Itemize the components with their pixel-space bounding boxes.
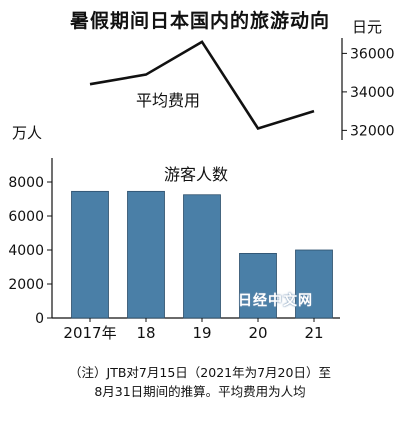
bar-series-label: 游客人数 — [164, 165, 228, 184]
bar-x-tick-label: 18 — [136, 324, 155, 342]
bar-x-tick-label: 2017年 — [63, 324, 116, 342]
bar-x-tick-label: 21 — [304, 324, 323, 342]
line-series-label: 平均费用 — [136, 91, 200, 110]
bar-y-tick-label: 2000 — [8, 277, 44, 293]
bar-2017年 — [71, 190, 109, 319]
bar-y-tick-label: 4000 — [8, 243, 44, 259]
footnote-line-2: 8月31日期间的推算。平均费用为人均 — [94, 384, 306, 399]
watermark: 日经中文网 — [238, 293, 313, 309]
line-unit-label: 日元 — [352, 18, 382, 36]
bar-x-tick-label: 19 — [192, 324, 211, 342]
footnote-line-1: （注）JTB对7月15日（2021年为7月20日）至 — [69, 365, 331, 380]
bar-18 — [127, 190, 165, 319]
bar-x-tick-label: 20 — [248, 324, 267, 342]
bar-y-tick-label: 0 — [35, 311, 44, 327]
bar-19 — [183, 194, 221, 319]
bar-y-tick-label: 8000 — [8, 175, 44, 191]
chart-title: 暑假期间日本国内的旅游动向 — [69, 10, 330, 32]
line-y-tick-label: 36000 — [350, 46, 395, 62]
bar-y-tick-label: 6000 — [8, 209, 44, 225]
bar-20 — [239, 252, 277, 319]
bar-unit-label: 万人 — [12, 124, 42, 142]
line-y-tick-label: 32000 — [350, 123, 395, 139]
bar-21 — [295, 249, 333, 319]
line-y-tick-label: 34000 — [350, 85, 395, 101]
line-series-average-cost — [89, 40, 315, 130]
